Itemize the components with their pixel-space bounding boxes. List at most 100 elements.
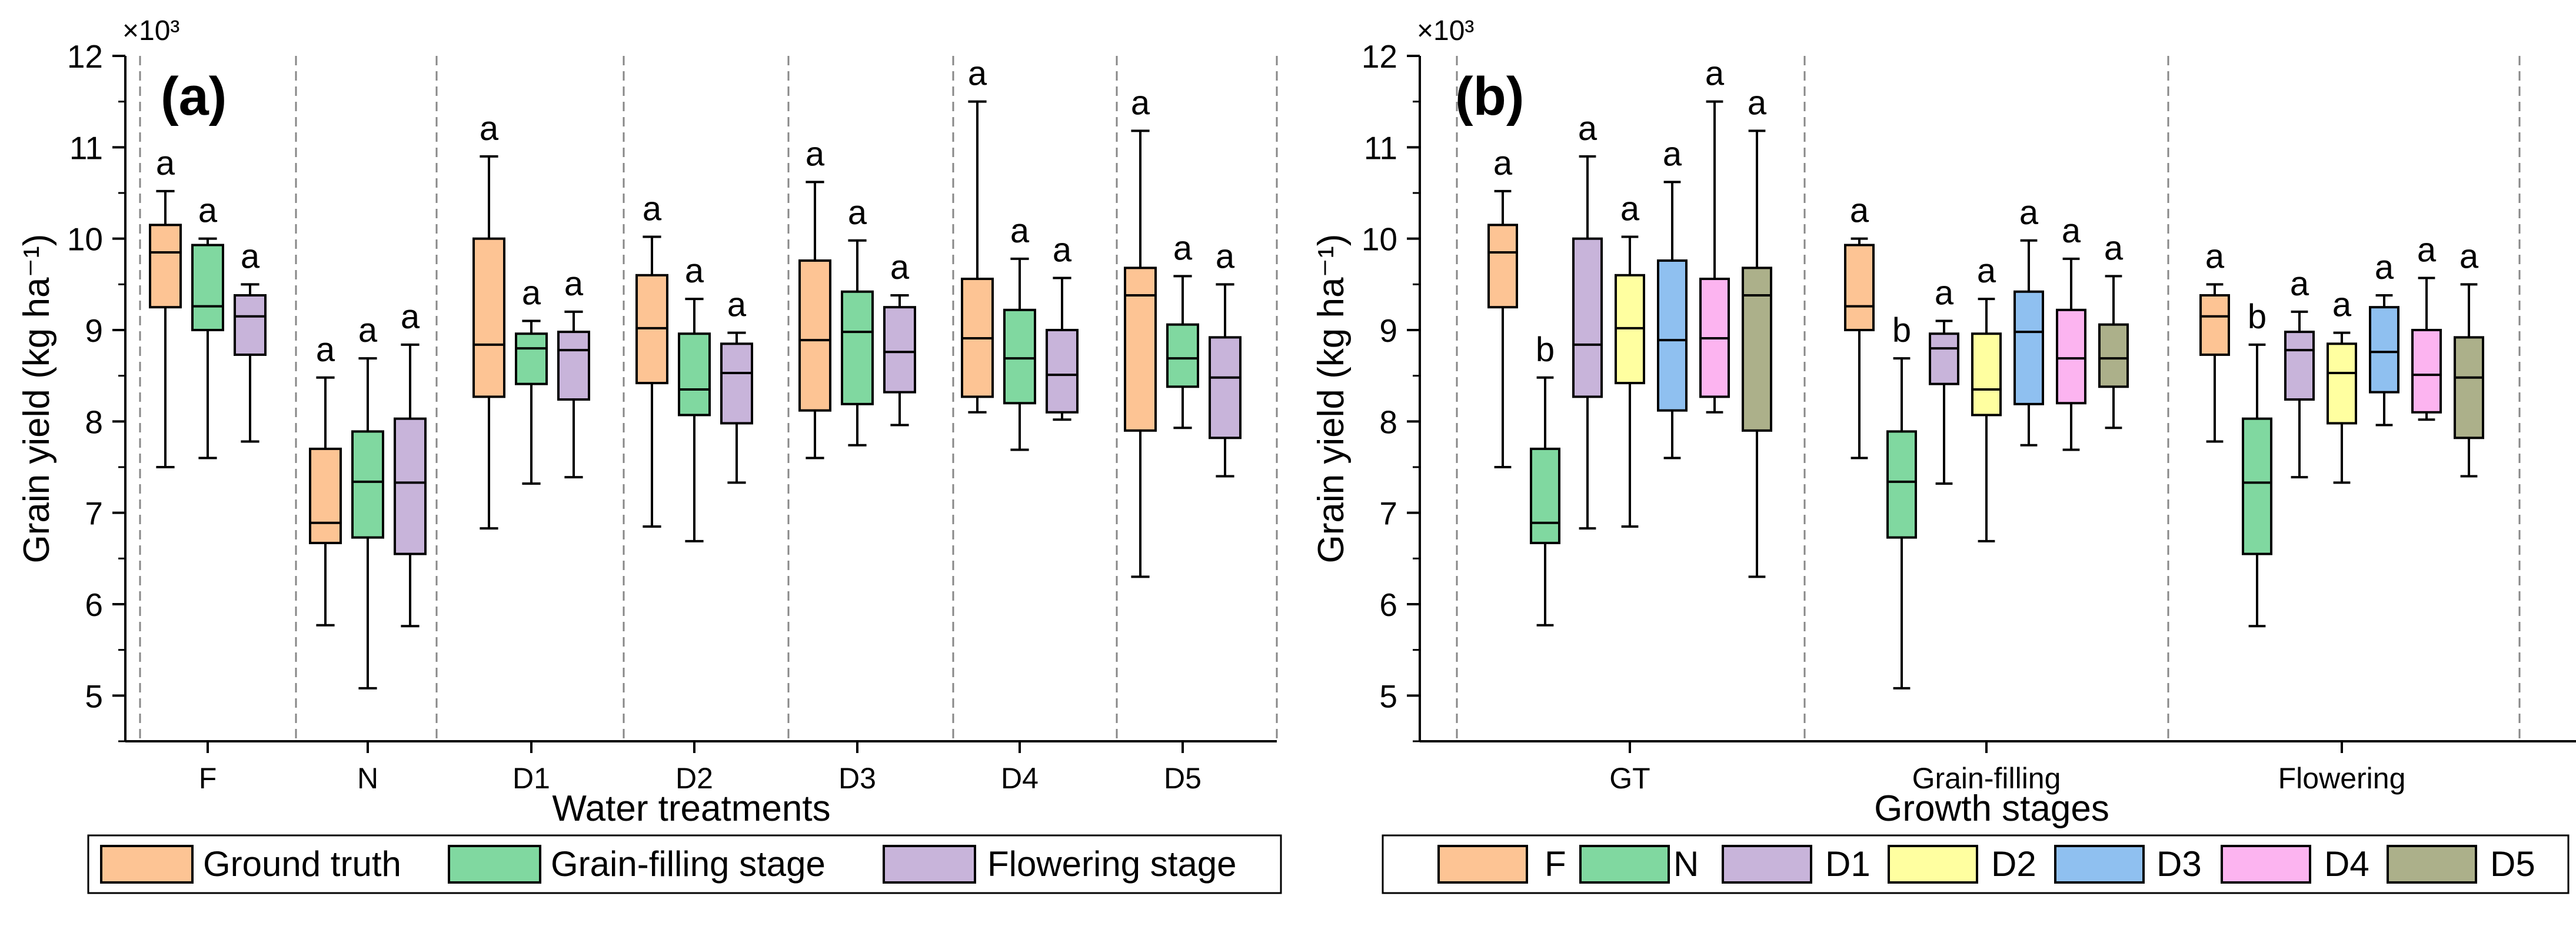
legend-item-d5: D5 — [2387, 844, 2535, 884]
box-d5-flowering-stage: a — [1209, 237, 1242, 478]
legend-swatch — [2221, 845, 2311, 884]
box-body — [678, 332, 711, 417]
significance-label: a — [156, 144, 175, 182]
y-tick-label: 10 — [67, 221, 103, 258]
y-tick-label: 10 — [1362, 221, 1397, 258]
significance-label: a — [1850, 192, 1869, 230]
legend-swatch — [448, 845, 541, 884]
significance-label: a — [316, 331, 335, 369]
panel-label: (a) — [161, 66, 227, 126]
y-tick-label: 5 — [85, 678, 103, 714]
box-body — [2454, 336, 2484, 439]
y-tick-label: 11 — [1364, 129, 1397, 166]
box-flowering-d1: a — [2284, 265, 2315, 479]
box-body — [720, 342, 753, 425]
box-grain-filling-d3: a — [2013, 194, 2044, 447]
significance-label: a — [890, 248, 910, 287]
box-body — [191, 244, 224, 332]
box-body — [472, 237, 505, 398]
significance-label: a — [1173, 229, 1193, 267]
significance-label: a — [1010, 212, 1030, 250]
box-body — [798, 259, 831, 412]
box-d5-grain-filling-stage: a — [1166, 229, 1199, 429]
legend-swatch — [1579, 845, 1670, 884]
box-body — [2411, 329, 2442, 414]
x-tick-label: N — [357, 762, 378, 795]
legend-label: F — [1545, 844, 1566, 884]
box-body — [1124, 267, 1157, 432]
y-tick-label: 9 — [85, 312, 103, 349]
box-body — [515, 332, 548, 385]
legend-label: D4 — [2324, 844, 2369, 884]
x-tick-label: GT — [1609, 762, 1650, 795]
box-f-flowering-stage: a — [234, 237, 267, 443]
legend-item-n: N — [1579, 844, 1699, 884]
box-d3-ground-truth: a — [798, 135, 831, 459]
y-axis-title: Grain yield (kg ha⁻¹) — [16, 234, 57, 564]
y-ticks: 5 6 7 8 9 10 11 12 — [67, 38, 125, 742]
legend-item-flowering-stage: Flowering stage — [883, 844, 1237, 884]
box-body — [1844, 244, 1875, 332]
box-d4-flowering-stage: a — [1046, 231, 1079, 421]
box-body — [841, 290, 874, 405]
box-grain-filling-d5: a — [2098, 229, 2129, 429]
box-gt-d1: a — [1572, 109, 1603, 530]
significance-label: a — [401, 298, 420, 336]
y-tick-label: 6 — [85, 587, 103, 623]
box-body — [1657, 259, 1688, 412]
legend-label: D5 — [2490, 844, 2535, 884]
box-body — [1487, 224, 1518, 309]
box-body — [2369, 306, 2399, 394]
legend-item-ground-truth: Ground truth — [100, 844, 401, 884]
significance-label: a — [2205, 237, 2225, 275]
y-tick-label: 7 — [1379, 495, 1397, 532]
y-tick-label: 6 — [1379, 587, 1397, 623]
box-f-grain-filling-stage: a — [191, 192, 224, 459]
significance-label: a — [522, 274, 541, 312]
box-grain-filling-d4: a — [2056, 212, 2086, 451]
box-body — [394, 417, 427, 555]
box-body — [1003, 308, 1036, 405]
x-tick-label: D1 — [512, 762, 550, 795]
x-tick-label: D5 — [1164, 762, 1202, 795]
box-group-d3: aaa — [798, 135, 916, 459]
legend-frame — [87, 834, 1282, 894]
exponent-label: ×10³ — [1417, 15, 1474, 46]
box-d2-grain-filling-stage: a — [678, 252, 711, 542]
box-body — [1929, 332, 1959, 385]
box-d4-ground-truth: a — [961, 55, 994, 414]
significance-label: a — [198, 192, 218, 230]
box-d2-flowering-stage: a — [720, 286, 753, 484]
box-body — [2284, 331, 2315, 401]
box-f-ground-truth: a — [149, 144, 182, 468]
box-gt-d5: a — [1742, 84, 1772, 578]
x-ticks: GT Grain-filling Flowering — [1609, 741, 2405, 795]
y-tick-label: 9 — [1379, 312, 1397, 349]
box-group-f: aaa — [149, 144, 267, 468]
box-grain-filling-d2: a — [1971, 252, 2002, 542]
significance-label: a — [968, 55, 987, 93]
box-body — [1530, 447, 1560, 544]
box-body — [2056, 308, 2086, 405]
box-d3-grain-filling-stage: a — [841, 194, 874, 447]
significance-label: b — [2248, 298, 2267, 336]
box-body — [149, 224, 182, 309]
y-tick-label: 5 — [1379, 678, 1397, 714]
y-tick-label: 8 — [1379, 404, 1397, 440]
y-tick-label: 8 — [85, 404, 103, 440]
box-body — [557, 331, 590, 401]
y-tick-label: 11 — [69, 129, 103, 166]
box-group-d2: aaa — [635, 190, 753, 542]
significance-label: a — [806, 135, 825, 173]
significance-label: a — [1935, 274, 1954, 312]
significance-label: a — [1578, 109, 1597, 148]
legend-item-f: F — [1437, 844, 1566, 884]
box-flowering-n: b — [2242, 298, 2272, 628]
x-axis-title: Water treatments — [552, 788, 830, 829]
legend: F N D1 D2 D3 D4 D5 — [1382, 834, 2570, 894]
significance-label: a — [1493, 144, 1513, 182]
